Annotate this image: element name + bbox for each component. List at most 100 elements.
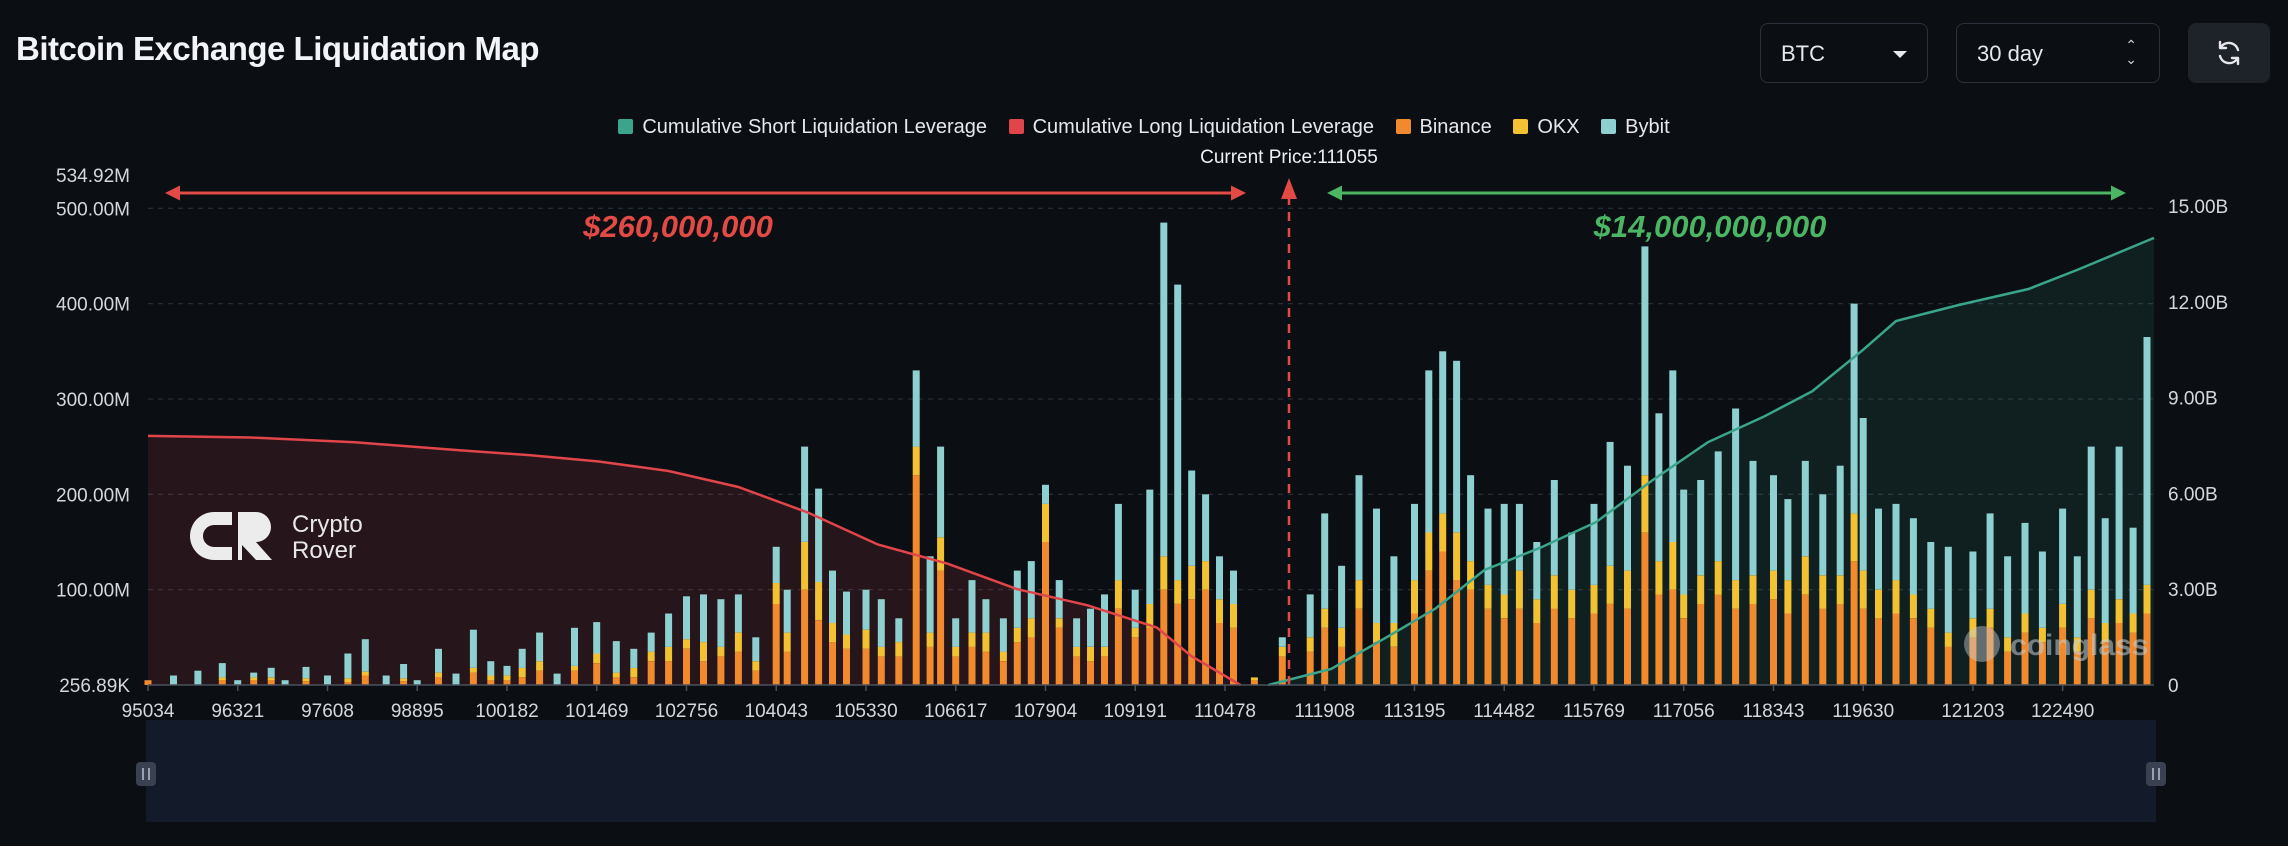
bar-okx <box>302 678 310 682</box>
bar-binance <box>1784 613 1792 685</box>
coinglass-icon <box>1964 626 2000 662</box>
bar-okx <box>2129 613 2137 633</box>
bar-binance <box>862 648 870 685</box>
bar-binance <box>400 681 408 685</box>
bar-okx <box>1836 575 1844 604</box>
bar-binance <box>937 570 945 685</box>
bar-okx <box>1073 646 1081 657</box>
bar-okx <box>1515 570 1523 609</box>
legend-item-okx[interactable]: OKX <box>1513 116 1580 139</box>
bar-binance <box>1680 618 1688 685</box>
bar-bybit <box>1515 503 1523 571</box>
legend-swatch-bybit <box>1601 119 1617 134</box>
bar-binance <box>1013 642 1021 685</box>
current-price-label: Current Price:111055 <box>1200 147 1378 168</box>
legend-item-long[interactable]: Cumulative Long Liquidation Leverage <box>1008 116 1374 139</box>
bar-binance <box>487 680 495 685</box>
bar-okx <box>1425 532 1433 571</box>
bar-bybit <box>194 670 202 685</box>
bar-bybit <box>1484 508 1492 585</box>
bar-binance <box>2038 642 2046 685</box>
bar-okx <box>1216 599 1223 623</box>
bar-bybit <box>518 648 526 668</box>
slider-handle-left[interactable] <box>136 762 156 786</box>
bar-bybit <box>2101 518 2109 624</box>
bar-bybit <box>700 594 707 643</box>
y-left-tick-label: 300.00M <box>56 390 130 411</box>
bar-okx <box>1606 565 1614 604</box>
bar-bybit <box>553 673 561 685</box>
legend-swatch-okx <box>1513 119 1529 134</box>
bar-bybit <box>1202 494 1210 561</box>
bar-binance <box>1101 656 1108 685</box>
bar-binance <box>612 677 620 685</box>
bar-bybit <box>1500 503 1508 595</box>
bar-okx <box>1568 589 1576 619</box>
bar-bybit <box>1714 451 1722 561</box>
coin-select[interactable]: BTC <box>1760 23 1928 83</box>
bar-okx <box>2101 623 2109 643</box>
refresh-button[interactable] <box>2188 23 2270 83</box>
bar-okx <box>469 667 477 673</box>
bar-bybit <box>1533 542 1541 600</box>
legend-label-long: Cumulative Long Liquidation Leverage <box>1032 116 1374 138</box>
bar-okx <box>536 661 544 671</box>
bar-binance <box>1042 542 1049 685</box>
bar-binance <box>2101 642 2109 685</box>
bar-bybit <box>170 675 177 685</box>
bar-binance <box>1373 642 1380 685</box>
bar-bybit <box>982 599 990 633</box>
bar-binance <box>1250 680 1258 685</box>
bar-bybit <box>536 632 544 662</box>
bar-bybit <box>593 622 601 654</box>
bar-okx <box>1850 513 1858 562</box>
bar-bybit <box>2115 446 2123 600</box>
bar-binance <box>1484 608 1492 685</box>
legend-item-binance[interactable]: Binance <box>1395 116 1492 139</box>
bar-okx <box>1944 632 1952 647</box>
bar-binance <box>1590 613 1598 685</box>
bar-bybit <box>1042 484 1049 504</box>
legend-label-okx: OKX <box>1537 116 1580 138</box>
bar-binance <box>1606 604 1614 685</box>
legend-swatch-binance <box>1395 119 1411 134</box>
bar-binance <box>518 677 526 685</box>
bar-binance <box>1533 623 1541 685</box>
bar-bybit <box>1131 589 1139 628</box>
bar-bybit <box>1411 503 1418 581</box>
bar-binance <box>1055 627 1063 685</box>
bar-bybit <box>2143 337 2151 585</box>
slider-handle-right[interactable] <box>2146 762 2166 786</box>
bar-binance <box>1146 627 1154 685</box>
bar-okx <box>999 651 1007 662</box>
bar-okx <box>1714 561 1722 595</box>
bar-okx <box>1373 623 1380 643</box>
bar-binance <box>2059 627 2067 685</box>
bar-okx <box>400 678 408 682</box>
bar-binance <box>1550 608 1558 685</box>
bar-bybit <box>1174 284 1182 581</box>
bar-binance <box>1669 589 1677 685</box>
long-total-label: $260,000,000 <box>582 209 773 244</box>
bar-bybit <box>1927 542 1935 609</box>
time-range-select[interactable]: 30 day ⌃ ⌄ <box>1956 23 2160 83</box>
bar-binance <box>144 680 152 685</box>
bar-binance <box>1732 608 1740 685</box>
legend-item-bybit[interactable]: Bybit <box>1601 116 1670 139</box>
bar-bybit <box>752 637 760 662</box>
bar-okx <box>862 629 870 649</box>
bar-okx <box>2038 627 2046 643</box>
bar-okx <box>250 677 258 681</box>
bar-bybit <box>1606 441 1614 566</box>
bar-binance <box>1836 604 1844 685</box>
legend-item-short[interactable]: Cumulative Short Liquidation Leverage <box>618 116 987 139</box>
bar-okx <box>1278 646 1286 657</box>
bar-okx <box>503 675 511 681</box>
range-slider-track[interactable] <box>146 720 2156 822</box>
bar-okx <box>518 667 526 678</box>
bar-okx <box>1338 627 1346 647</box>
bar-okx <box>952 646 960 657</box>
bar-binance <box>665 661 673 685</box>
long-cumulative-area <box>148 435 1241 685</box>
bar-bybit <box>1892 503 1900 581</box>
